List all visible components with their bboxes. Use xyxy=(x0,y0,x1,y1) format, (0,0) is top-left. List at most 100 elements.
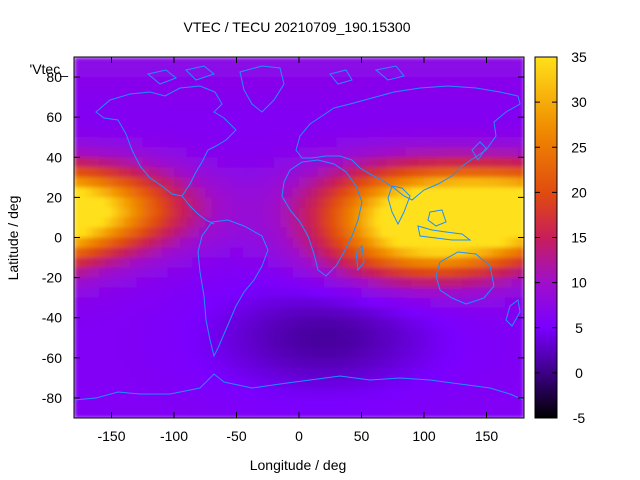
heatmap-cell xyxy=(455,317,463,329)
heatmap-cell xyxy=(274,227,281,239)
heatmap-cell xyxy=(124,287,131,299)
heatmap-cell xyxy=(399,207,406,219)
heatmap-cell xyxy=(492,357,500,369)
heatmap-cell xyxy=(142,77,150,88)
heatmap-cell xyxy=(230,357,238,369)
heatmap-cell xyxy=(286,107,294,118)
heatmap-cell xyxy=(449,247,456,259)
heatmap-cell xyxy=(505,67,513,78)
heatmap-cell xyxy=(442,97,450,108)
heatmap-cell xyxy=(392,347,400,359)
heatmap-cell xyxy=(305,97,313,108)
heatmap-cell xyxy=(274,97,281,108)
heatmap-cell xyxy=(74,57,81,68)
heatmap-cell xyxy=(449,217,456,229)
heatmap-cell xyxy=(261,217,269,229)
heatmap-cell xyxy=(455,397,463,409)
heatmap-cell xyxy=(267,77,275,88)
heatmap-cell xyxy=(142,217,150,229)
heatmap-cell xyxy=(249,57,256,68)
heatmap-cell xyxy=(111,87,119,98)
heatmap-cell xyxy=(92,307,100,319)
heatmap-cell xyxy=(280,217,288,229)
heatmap-cell xyxy=(330,67,338,78)
madagascar-coastline xyxy=(355,244,365,272)
heatmap-cell xyxy=(86,137,94,148)
heatmap-cell xyxy=(86,117,94,128)
heatmap-cell xyxy=(505,227,513,239)
heatmap-cell xyxy=(192,57,200,68)
heatmap-cell xyxy=(230,187,238,198)
heatmap-cell xyxy=(305,207,313,219)
heatmap-cell xyxy=(380,197,388,209)
heatmap-cell xyxy=(436,287,444,299)
heatmap-cell xyxy=(130,227,138,239)
heatmap-cell xyxy=(455,297,463,309)
heatmap-cell xyxy=(242,87,250,98)
heatmap-cell xyxy=(342,247,350,259)
heatmap-cell xyxy=(274,257,281,269)
heatmap-cell xyxy=(442,387,450,399)
heatmap-cell xyxy=(405,347,413,359)
heatmap-cell xyxy=(317,387,325,399)
heatmap-cell xyxy=(74,277,81,289)
heatmap-cell xyxy=(517,227,524,239)
heatmap-cell xyxy=(224,257,231,269)
heatmap-cell xyxy=(167,117,175,128)
heatmap-cell xyxy=(105,237,113,249)
heatmap-cell xyxy=(430,337,438,349)
heatmap-cell xyxy=(211,287,219,299)
heatmap-cell xyxy=(192,157,200,168)
heatmap-cell xyxy=(261,257,269,269)
heatmap-cell xyxy=(474,77,481,88)
heatmap-cell xyxy=(267,137,275,148)
heatmap-cell xyxy=(467,167,475,178)
heatmap-cell xyxy=(417,87,425,98)
heatmap-cell xyxy=(199,97,206,108)
heatmap-cell xyxy=(117,397,125,409)
heatmap-cell xyxy=(255,347,263,359)
heatmap-cell xyxy=(505,117,513,128)
heatmap-cell xyxy=(324,367,331,379)
heatmap-cell xyxy=(249,97,256,108)
heatmap-cell xyxy=(386,237,394,249)
heatmap-cell xyxy=(299,167,306,178)
heatmap-cell xyxy=(211,207,219,219)
heatmap-cell xyxy=(449,307,456,319)
heatmap-cell xyxy=(336,77,344,88)
heatmap-cell xyxy=(311,397,319,409)
heatmap-cell xyxy=(99,257,106,269)
heatmap-cell xyxy=(499,297,506,309)
heatmap-cell xyxy=(217,347,225,359)
heatmap-cell xyxy=(499,177,506,188)
heatmap-cell xyxy=(349,207,356,219)
heatmap-cell xyxy=(299,357,306,369)
heatmap-cell xyxy=(199,57,206,68)
heatmap-cell xyxy=(92,207,100,219)
heatmap-cell xyxy=(411,347,419,359)
heatmap-cell xyxy=(449,277,456,289)
heatmap-cell xyxy=(142,267,150,279)
heatmap-cell xyxy=(499,367,506,379)
heatmap-cell xyxy=(92,137,100,148)
heatmap-cell xyxy=(192,347,200,359)
heatmap-cell xyxy=(511,277,519,289)
heatmap-cell xyxy=(130,187,138,198)
heatmap-cell xyxy=(436,327,444,339)
heatmap-cell xyxy=(492,227,500,239)
heatmap-cell xyxy=(86,277,94,289)
heatmap-cell xyxy=(130,277,138,289)
heatmap-cell xyxy=(255,357,263,369)
borneo-coastline xyxy=(427,209,447,227)
heatmap-cell xyxy=(74,147,81,158)
heatmap-cell xyxy=(236,147,244,158)
heatmap-cell xyxy=(124,147,131,158)
heatmap-cell xyxy=(236,77,244,88)
heatmap-cell xyxy=(161,57,169,68)
heatmap-cell xyxy=(130,217,138,229)
heatmap-cell xyxy=(411,207,419,219)
heatmap-cell xyxy=(142,57,150,68)
heatmap-cell xyxy=(355,347,363,359)
heatmap-cell xyxy=(467,267,475,279)
heatmap-cell xyxy=(311,367,319,379)
